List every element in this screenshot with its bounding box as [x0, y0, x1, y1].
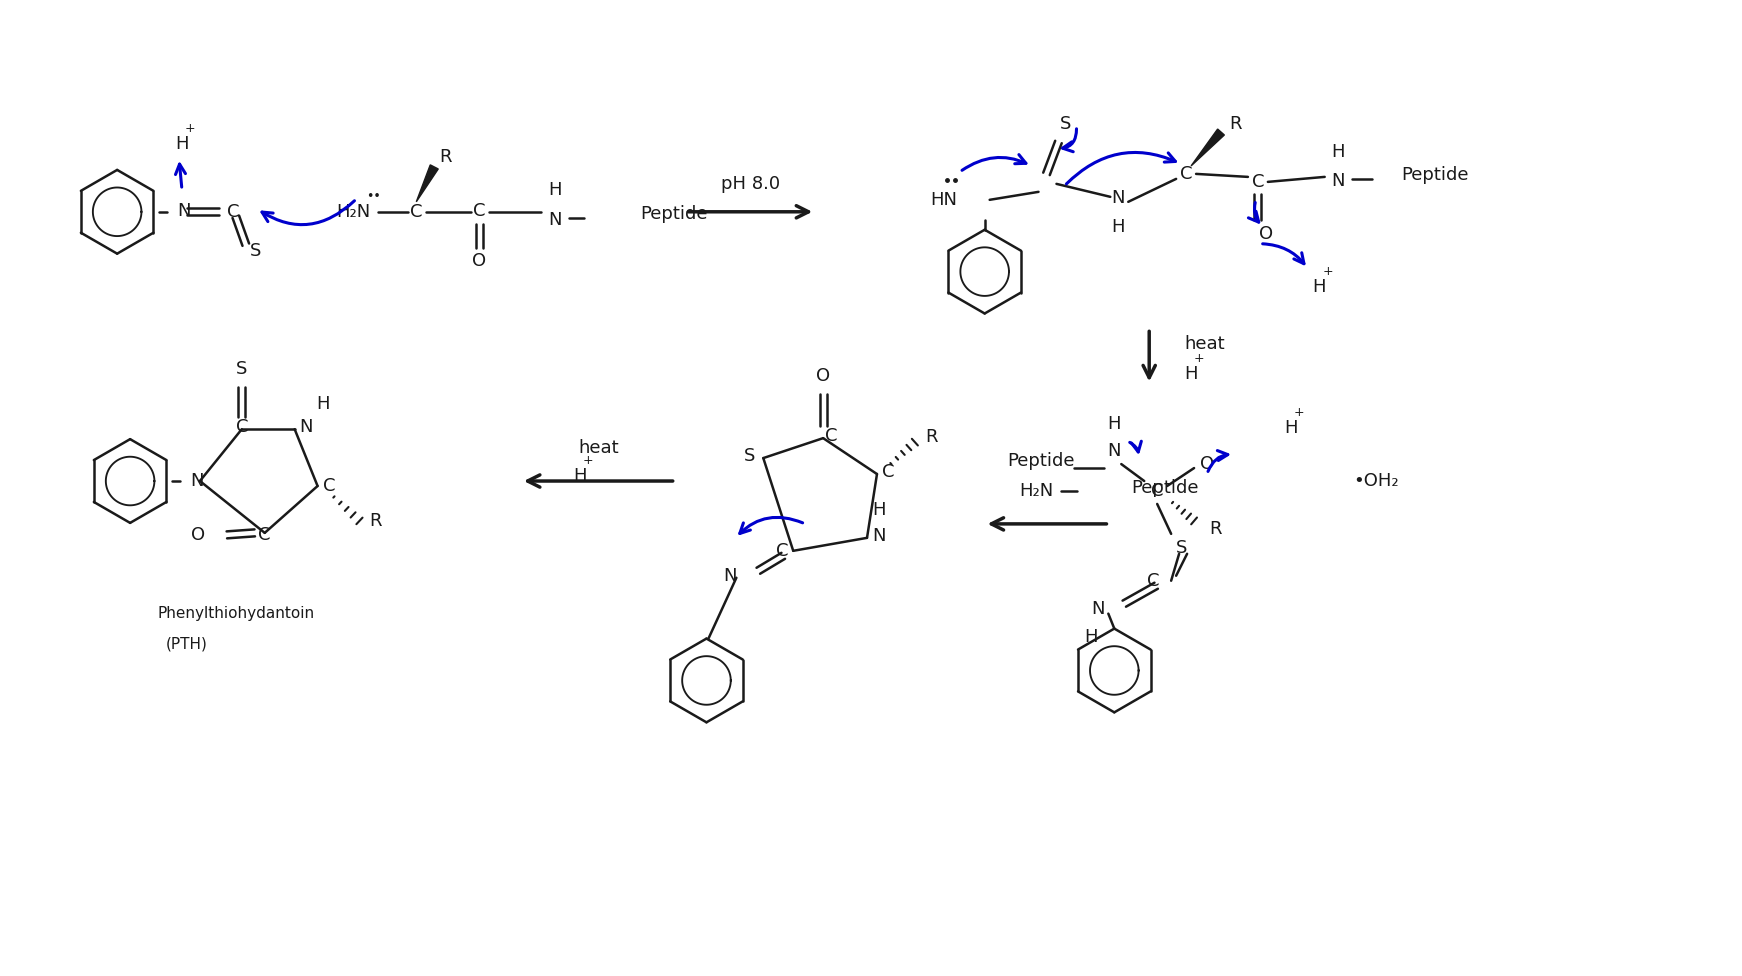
Text: Phenylthiohydantoin: Phenylthiohydantoin: [157, 606, 314, 621]
Text: N: N: [178, 202, 190, 220]
Text: C: C: [235, 418, 247, 436]
Text: +: +: [185, 122, 195, 135]
Text: O: O: [1259, 224, 1273, 243]
Text: C: C: [881, 463, 894, 481]
Text: S: S: [744, 447, 756, 466]
Text: +: +: [582, 454, 594, 467]
Text: N: N: [190, 472, 204, 490]
Text: heat: heat: [578, 439, 618, 457]
Text: heat: heat: [1185, 336, 1225, 353]
Text: N: N: [300, 418, 314, 436]
Text: C: C: [1179, 165, 1192, 183]
Text: S: S: [1059, 115, 1071, 133]
Text: C: C: [826, 427, 838, 445]
Text: +: +: [1193, 352, 1204, 365]
Text: O: O: [472, 252, 486, 269]
Text: N: N: [1111, 188, 1125, 207]
Text: HN: HN: [930, 191, 956, 209]
Text: H: H: [573, 468, 587, 485]
Text: H: H: [1284, 419, 1298, 437]
Text: N: N: [549, 211, 561, 228]
Text: Peptide: Peptide: [1131, 479, 1198, 497]
Text: N: N: [1090, 599, 1104, 618]
Polygon shape: [1192, 129, 1225, 166]
Text: H: H: [1185, 365, 1197, 384]
Text: O: O: [815, 367, 831, 386]
Text: C: C: [1146, 572, 1158, 590]
Text: C: C: [322, 477, 334, 495]
Text: Peptide: Peptide: [1402, 166, 1469, 183]
Text: R: R: [925, 428, 937, 446]
Text: Peptide: Peptide: [641, 205, 709, 223]
Text: C: C: [775, 542, 787, 560]
Text: Peptide: Peptide: [1007, 452, 1075, 470]
Text: S: S: [249, 242, 261, 260]
Text: C: C: [1151, 482, 1164, 500]
Polygon shape: [416, 165, 439, 202]
Text: H: H: [317, 395, 329, 413]
Text: pH 8.0: pH 8.0: [721, 175, 780, 193]
Text: R: R: [1209, 520, 1221, 538]
Text: +: +: [1294, 406, 1305, 419]
Text: C: C: [258, 526, 272, 544]
Text: C: C: [409, 203, 423, 221]
Text: ••: ••: [366, 189, 380, 203]
Text: R: R: [369, 511, 381, 530]
Text: H: H: [174, 135, 188, 153]
Text: H: H: [549, 181, 561, 199]
Text: C: C: [226, 203, 239, 221]
Text: S: S: [237, 360, 247, 379]
Text: H: H: [1111, 218, 1125, 236]
Text: H: H: [1085, 628, 1097, 645]
Text: S: S: [1176, 539, 1186, 557]
Text: H₂N: H₂N: [1019, 482, 1054, 500]
Text: H₂N: H₂N: [336, 203, 371, 221]
Text: H: H: [1313, 277, 1326, 296]
Text: H: H: [1331, 142, 1345, 161]
Text: N: N: [873, 527, 885, 545]
Text: O: O: [192, 526, 206, 544]
Text: H: H: [873, 501, 885, 519]
Text: C: C: [472, 202, 486, 220]
Text: N: N: [1331, 172, 1345, 190]
Text: R: R: [1228, 115, 1242, 133]
Text: (PTH): (PTH): [165, 636, 207, 651]
Text: C: C: [1252, 173, 1265, 191]
Text: N: N: [1108, 442, 1122, 460]
Text: H: H: [1108, 415, 1122, 433]
Text: O: O: [1200, 455, 1214, 473]
Text: N: N: [723, 567, 737, 585]
Text: R: R: [439, 148, 451, 166]
Text: +: +: [1322, 264, 1333, 277]
Text: •OH₂: •OH₂: [1354, 472, 1399, 490]
